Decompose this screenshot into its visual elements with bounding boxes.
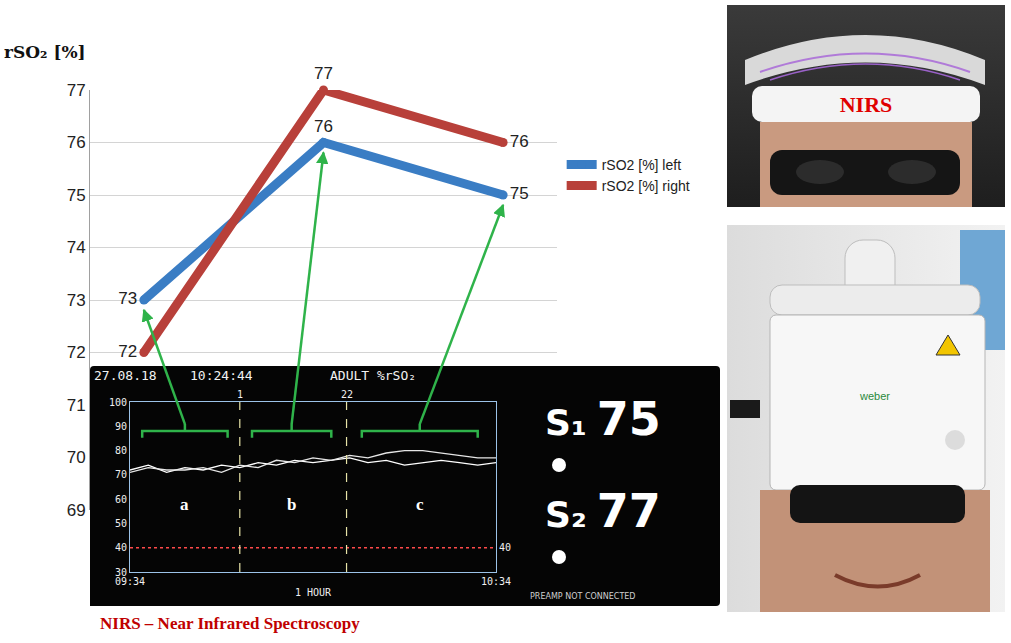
svg-text:NIRS: NIRS <box>840 92 893 117</box>
svg-text:30: 30 <box>115 567 127 578</box>
svg-text:70: 70 <box>67 448 86 467</box>
svg-text:76: 76 <box>510 132 529 151</box>
svg-text:75: 75 <box>67 186 86 205</box>
svg-text:77: 77 <box>314 64 333 83</box>
svg-text:b: b <box>287 495 296 514</box>
svg-text:60: 60 <box>115 494 127 505</box>
svg-text:50: 50 <box>115 518 127 529</box>
svg-text:a: a <box>180 495 189 514</box>
svg-text:40: 40 <box>115 542 127 553</box>
svg-text:74: 74 <box>67 238 86 257</box>
html-text:10:24:44: 10:24:44 <box>190 368 253 383</box>
svg-text:80: 80 <box>115 445 127 456</box>
html-text:ADULT %rSO₂: ADULT %rSO₂ <box>330 368 417 383</box>
svg-text:10:34: 10:34 <box>481 576 511 587</box>
html-text:PREAMP NOT CONNECTED: PREAMP NOT CONNECTED <box>530 592 636 601</box>
svg-text:76: 76 <box>314 117 333 136</box>
svg-text:100: 100 <box>109 397 127 408</box>
svg-text:rSO2 [%] left: rSO2 [%] left <box>602 157 681 173</box>
svg-text:75: 75 <box>510 184 529 203</box>
svg-text:70: 70 <box>115 469 127 480</box>
html-text:27.08.18: 27.08.18 <box>94 368 157 383</box>
svg-text:73: 73 <box>67 291 86 310</box>
svg-text:72: 72 <box>67 343 86 362</box>
svg-text:09:34: 09:34 <box>115 576 145 587</box>
html-text:S₂: S₂ <box>545 494 587 535</box>
svg-text:weber: weber <box>859 390 890 402</box>
html-text:77: 77 <box>596 484 661 538</box>
svg-text:76: 76 <box>67 133 86 152</box>
svg-text:77: 77 <box>67 81 86 100</box>
svg-text:c: c <box>416 495 424 514</box>
html-text:75: 75 <box>596 392 661 446</box>
svg-text:1: 1 <box>237 389 243 400</box>
html-text:NIRS – Near Infrared Spectrosc: NIRS – Near Infrared Spectroscopy <box>100 614 360 633</box>
svg-text:72: 72 <box>118 342 137 361</box>
svg-text:71: 71 <box>67 396 86 415</box>
svg-text:22: 22 <box>341 389 353 400</box>
svg-text:73: 73 <box>118 289 137 308</box>
svg-text:rSO2 [%] right: rSO2 [%] right <box>602 178 690 194</box>
svg-text:90: 90 <box>115 421 127 432</box>
html-text:S₁: S₁ <box>545 402 587 443</box>
svg-text:1 HOUR: 1 HOUR <box>295 587 332 598</box>
svg-text:rSO₂ [%]: rSO₂ [%] <box>4 42 86 62</box>
svg-text:69: 69 <box>67 501 86 520</box>
svg-text:40: 40 <box>499 542 511 553</box>
